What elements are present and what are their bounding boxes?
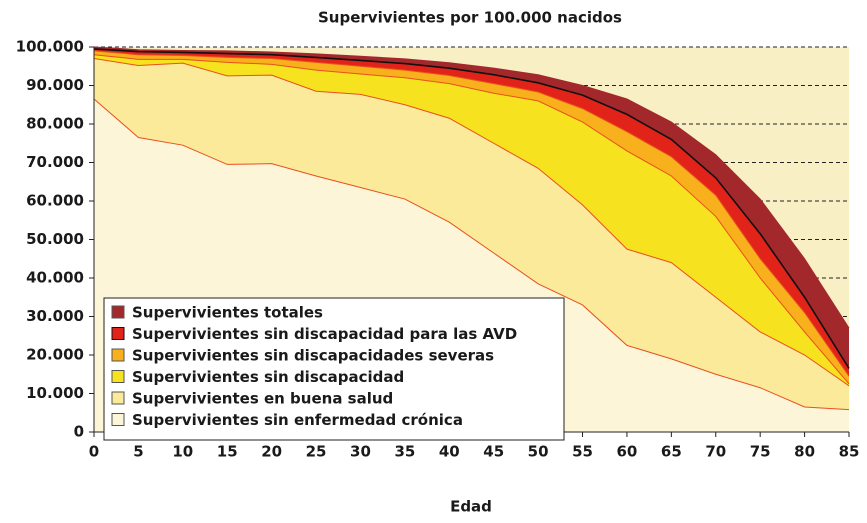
x-tick-label: 70 <box>705 443 726 461</box>
x-tick-label: 60 <box>617 443 638 461</box>
legend-swatch <box>111 305 125 319</box>
legend-swatch <box>111 370 125 383</box>
y-tick-label: 20.000 <box>26 346 84 364</box>
y-tick-label: 70.000 <box>26 153 84 171</box>
x-tick-label: 45 <box>483 443 504 461</box>
x-tick-label: 80 <box>794 443 815 461</box>
y-tick-label: 0 <box>74 423 84 441</box>
area-line <box>93 50 850 377</box>
legend-label: Supervivientes sin enfermedad crónica <box>132 411 463 429</box>
y-tick-label: 60.000 <box>26 192 84 210</box>
y-tick-label: 10.000 <box>26 384 84 402</box>
x-tick-label: 5 <box>133 443 143 461</box>
y-tick-label: 30.000 <box>26 307 84 325</box>
legend-label: Supervivientes sin discapacidad <box>132 368 404 386</box>
legend-box <box>103 297 565 441</box>
legend-swatch <box>111 327 125 340</box>
y-tick-label: 80.000 <box>26 115 84 133</box>
x-tick-label: 55 <box>572 443 593 461</box>
x-tick-label: 40 <box>439 443 460 461</box>
x-tick-label: 50 <box>528 443 549 461</box>
y-tick-label: 40.000 <box>26 269 84 287</box>
legend-label: Supervivientes sin discapacidades severa… <box>132 347 494 365</box>
area-line <box>93 98 850 411</box>
area-line <box>93 48 850 369</box>
area-line <box>93 46 850 329</box>
y-tick-label: 50.000 <box>26 230 84 248</box>
x-tick-label: 25 <box>306 443 327 461</box>
x-tick-label: 75 <box>750 443 771 461</box>
area-line <box>93 54 850 385</box>
x-tick-label: 20 <box>261 443 282 461</box>
x-tick-label: 85 <box>839 443 860 461</box>
legend-swatch <box>111 413 125 426</box>
y-tick-label: 100.000 <box>16 38 84 56</box>
x-tick-label: 0 <box>89 443 99 461</box>
x-tick-label: 65 <box>661 443 682 461</box>
x-tick-label: 10 <box>172 443 193 461</box>
x-tick-label: 15 <box>217 443 238 461</box>
x-tick-label: 35 <box>394 443 415 461</box>
area-line <box>93 58 850 387</box>
legend-swatch <box>111 348 125 362</box>
legend-label: Supervivientes en buena salud <box>132 390 393 408</box>
legend-label: Supervivientes sin discapacidad para las… <box>132 325 517 343</box>
y-tick-label: 90.000 <box>26 76 84 94</box>
legend-swatch <box>111 391 125 405</box>
x-axis-label: Edad <box>450 498 492 516</box>
legend-label: Supervivientes totales <box>132 304 323 322</box>
chart-title: Supervivientes por 100.000 nacidos <box>318 9 622 27</box>
x-tick-label: 30 <box>350 443 371 461</box>
